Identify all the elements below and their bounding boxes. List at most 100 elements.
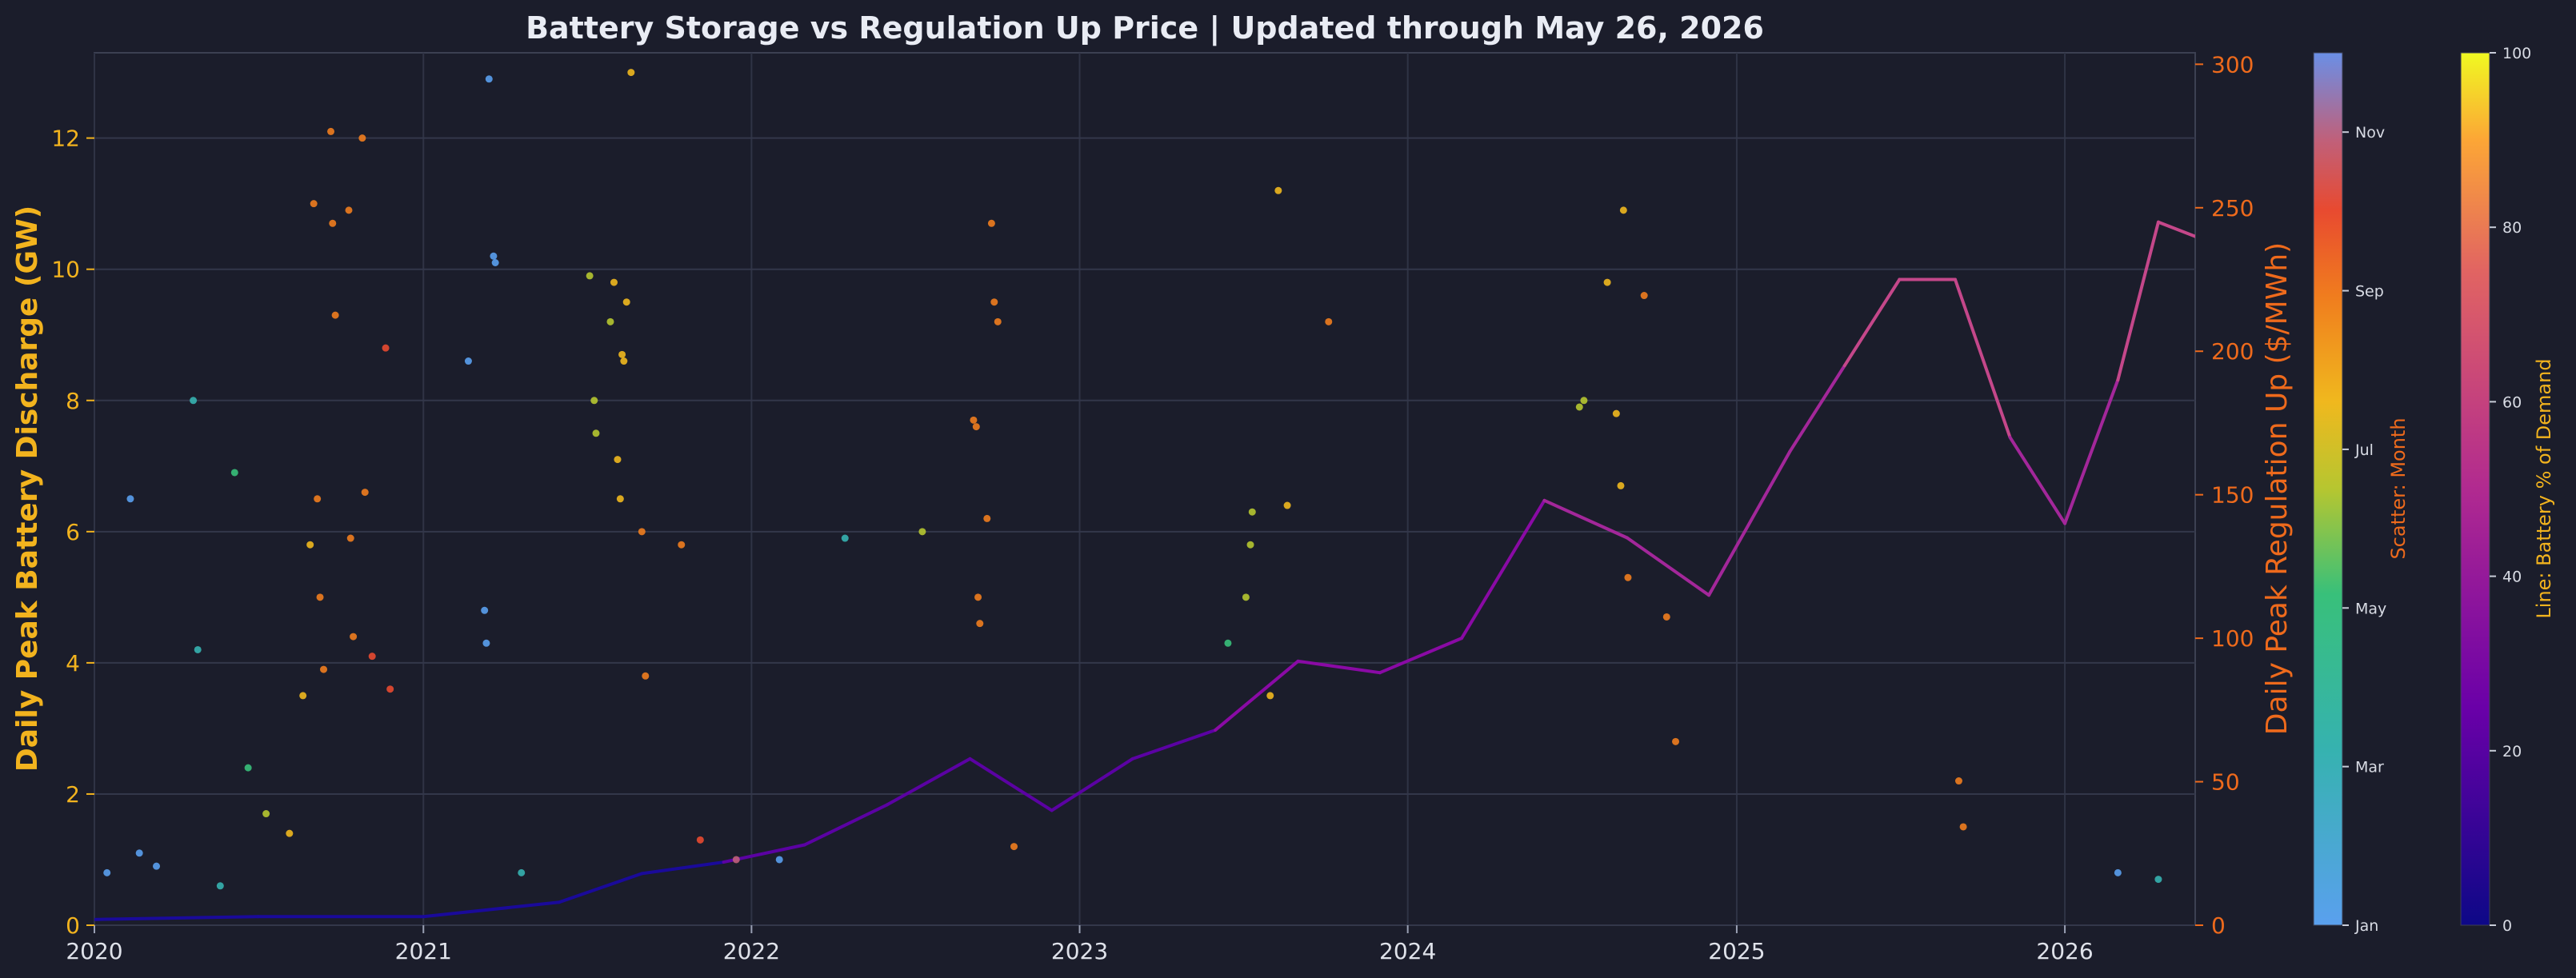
discharge-point — [299, 692, 307, 700]
discharge-point — [638, 528, 646, 536]
chart-title: Battery Storage vs Regulation Up Price |… — [526, 10, 1764, 46]
discharge-point — [974, 593, 982, 601]
price-line-segment — [1707, 449, 1792, 597]
y-right-tick-label: 250 — [2211, 195, 2254, 222]
discharge-point — [361, 489, 369, 497]
price-line-segment — [1130, 728, 1218, 760]
discharge-point — [970, 416, 978, 424]
discharge-point — [1672, 737, 1680, 745]
discharge-point — [976, 620, 984, 628]
price-line-segment — [94, 915, 260, 921]
share-colorbar-tick-label: 40 — [2502, 569, 2522, 586]
discharge-point — [1624, 573, 1632, 581]
discharge-point — [618, 350, 626, 358]
discharge-point — [368, 653, 376, 661]
discharge-point — [244, 764, 252, 772]
discharge-point — [1575, 403, 1583, 411]
discharge-point — [216, 882, 224, 890]
price-line-segment — [422, 900, 561, 919]
discharge-point — [345, 206, 353, 214]
price-line-segment — [1296, 659, 1382, 675]
discharge-scatter — [103, 69, 2162, 890]
price-line-segment — [2156, 220, 2195, 238]
discharge-point — [518, 868, 526, 876]
month-colorbar-ticks: Jan Mar May Jul Sep Nov — [2342, 124, 2386, 935]
discharge-point — [262, 810, 270, 818]
discharge-point — [841, 534, 849, 542]
discharge-point — [983, 514, 991, 522]
y-right-label: Daily Peak Regulation Up ($/MWh) — [2261, 242, 2294, 735]
price-line-segment — [802, 803, 890, 847]
discharge-point — [1619, 206, 1627, 214]
y-left-tick-label: 6 — [66, 519, 80, 545]
y-left-label: Daily Peak Battery Discharge (GW) — [11, 206, 44, 772]
discharge-point — [346, 534, 354, 542]
share-colorbar-tick-label: 20 — [2502, 743, 2522, 760]
discharge-point — [1283, 501, 1291, 509]
month-colorbar — [2313, 52, 2343, 926]
x-tick-label: 2026 — [2036, 938, 2093, 964]
discharge-point — [286, 829, 294, 837]
discharge-point — [627, 69, 635, 77]
month-colorbar-tick-label: Jul — [2354, 441, 2374, 459]
month-colorbar-label: Scatter: Month — [2387, 417, 2410, 559]
month-colorbar-tick-label: May — [2355, 600, 2386, 617]
discharge-point — [622, 298, 630, 306]
price-line-segment — [886, 756, 972, 807]
discharge-point — [1248, 508, 1256, 516]
share-colorbar-tick-label: 100 — [2502, 45, 2531, 62]
discharge-point — [350, 633, 358, 641]
discharge-point — [2114, 868, 2122, 876]
discharge-point — [386, 685, 394, 693]
y-left-tick-label: 8 — [66, 388, 80, 414]
discharge-point — [918, 528, 926, 536]
discharge-point — [329, 219, 337, 227]
discharge-point — [382, 344, 390, 352]
share-colorbar-tick-label: 0 — [2502, 917, 2512, 935]
y-right-tick-label: 0 — [2211, 912, 2226, 939]
discharge-point — [642, 672, 650, 680]
discharge-point — [103, 868, 111, 876]
price-line-segment — [1788, 364, 1846, 453]
discharge-point — [678, 541, 686, 549]
month-colorbar-tick-label: Jan — [2354, 917, 2378, 935]
grid — [94, 53, 2195, 926]
discharge-point — [775, 856, 783, 864]
discharge-point — [135, 849, 143, 857]
price-line-segment — [1842, 277, 1902, 368]
y-right-tick-label: 100 — [2211, 625, 2254, 652]
price-line-segment — [2008, 435, 2067, 525]
x-tick-label: 2025 — [1708, 938, 1765, 964]
discharge-point — [1274, 186, 1282, 194]
discharge-point — [126, 495, 134, 503]
discharge-point — [1612, 409, 1620, 417]
discharge-point — [1954, 777, 1962, 785]
discharge-point — [306, 541, 314, 549]
share-colorbar-tick-label: 80 — [2502, 219, 2522, 237]
discharge-point — [1010, 843, 1018, 851]
price-line-segment — [1625, 536, 1711, 597]
share-colorbar — [2460, 52, 2490, 926]
price-line — [94, 220, 2195, 921]
discharge-point — [972, 423, 980, 431]
discharge-point — [2154, 876, 2162, 884]
discharge-point — [358, 134, 366, 142]
price-line-segment — [1214, 659, 1300, 732]
price-line-segment — [640, 860, 726, 876]
discharge-point — [990, 298, 998, 306]
discharge-point — [314, 495, 322, 503]
axes: 2020 2021 2022 2023 2024 2025 2026 0 2 4 6 8 10 12 0 50… — [51, 51, 2254, 964]
y-right-tick-label: 200 — [2211, 338, 2254, 365]
discharge-point — [1246, 541, 1254, 549]
discharge-point — [994, 317, 1002, 325]
month-colorbar-tick-label: Nov — [2355, 124, 2385, 142]
discharge-point — [230, 469, 238, 477]
share-colorbar-tick-label: 60 — [2502, 393, 2522, 411]
discharge-point — [310, 200, 318, 208]
y-left-tick-label: 2 — [66, 781, 80, 808]
discharge-point — [327, 127, 335, 135]
share-colorbar-label: Line: Battery % of Demand — [2533, 358, 2555, 618]
discharge-point — [610, 278, 618, 286]
